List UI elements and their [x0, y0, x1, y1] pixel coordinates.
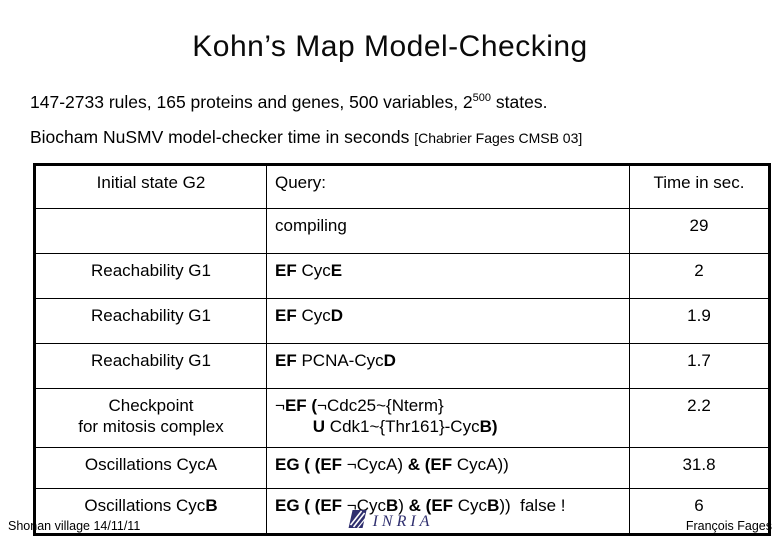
header-time: Time in sec.: [629, 164, 770, 209]
statistics-line: 147-2733 rules, 165 proteins and genes, …: [30, 92, 547, 113]
cell-query: EF PCNA-CycD: [266, 343, 630, 389]
cell-initial-state: Checkpoint for mitosis complex: [34, 388, 267, 448]
table-row: Reachability G1 EF CycD 1.9: [34, 298, 770, 344]
inria-logo-icon: [347, 509, 369, 534]
cell-query: EF CycD: [266, 298, 630, 344]
inria-logo-text: INRIA: [372, 512, 434, 530]
cell-time: 1.7: [629, 343, 770, 389]
table-header-row: Initial state G2 Query: Time in sec.: [34, 164, 770, 209]
description-text: Biocham NuSMV model-checker time in seco…: [30, 127, 415, 147]
cell-query: compiling: [266, 208, 630, 254]
cell-time: 31.8: [629, 447, 770, 489]
cell-time: 1.9: [629, 298, 770, 344]
cell-initial-state: [34, 208, 267, 254]
footer-author: François Fages: [685, 519, 772, 533]
exponent: 500: [472, 92, 492, 105]
table-row: Oscillations CycA EG ( (EF ¬CycA) & (EF …: [34, 447, 770, 489]
footer-venue-date: Shonan village 14/11/11: [8, 519, 141, 533]
cell-time: 6: [629, 488, 770, 535]
table-row: Checkpoint for mitosis complex ¬EF (¬Cdc2…: [34, 388, 770, 448]
statistics-text: 147-2733 rules, 165 proteins and genes, …: [30, 92, 473, 112]
cell-initial-state: Reachability G1: [34, 343, 267, 389]
table-row: Reachability G1 EF CycE 2: [34, 253, 770, 299]
table-row: Reachability G1 EF PCNA-CycD 1.7: [34, 343, 770, 389]
cell-initial-state: Oscillations CycA: [34, 447, 267, 489]
cell-initial-state: Reachability G1: [34, 298, 267, 344]
citation: [Chabrier Fages CMSB 03]: [414, 130, 583, 146]
header-query: Query:: [266, 164, 630, 209]
description-line: Biocham NuSMV model-checker time in seco…: [30, 127, 582, 148]
statistics-suffix: states.: [491, 92, 548, 112]
cell-query: EF CycE: [266, 253, 630, 299]
cell-query: EG ( (EF ¬CycB) & (EF CycB)) false !: [266, 488, 630, 535]
cell-initial-state: Reachability G1: [34, 253, 267, 299]
table-row: compiling 29: [34, 208, 770, 254]
header-initial-state: Initial state G2: [34, 164, 267, 209]
cell-initial-state: Oscillations CycB: [34, 488, 267, 535]
inria-logo: INRIA: [347, 509, 434, 534]
cell-time: 29: [629, 208, 770, 254]
cell-query: ¬EF (¬Cdc25~{Nterm} U Cdk1~{Thr161}-CycB…: [266, 388, 630, 448]
slide-title: Kohn’s Map Model-Checking: [192, 30, 588, 63]
results-table: Initial state G2 Query: Time in sec. com…: [33, 163, 771, 536]
cell-query: EG ( (EF ¬CycA) & (EF CycA)): [266, 447, 630, 489]
cell-time: 2.2: [629, 388, 770, 448]
cell-time: 2: [629, 253, 770, 299]
table-row: Oscillations CycB EG ( (EF ¬CycB) & (EF …: [34, 488, 770, 535]
